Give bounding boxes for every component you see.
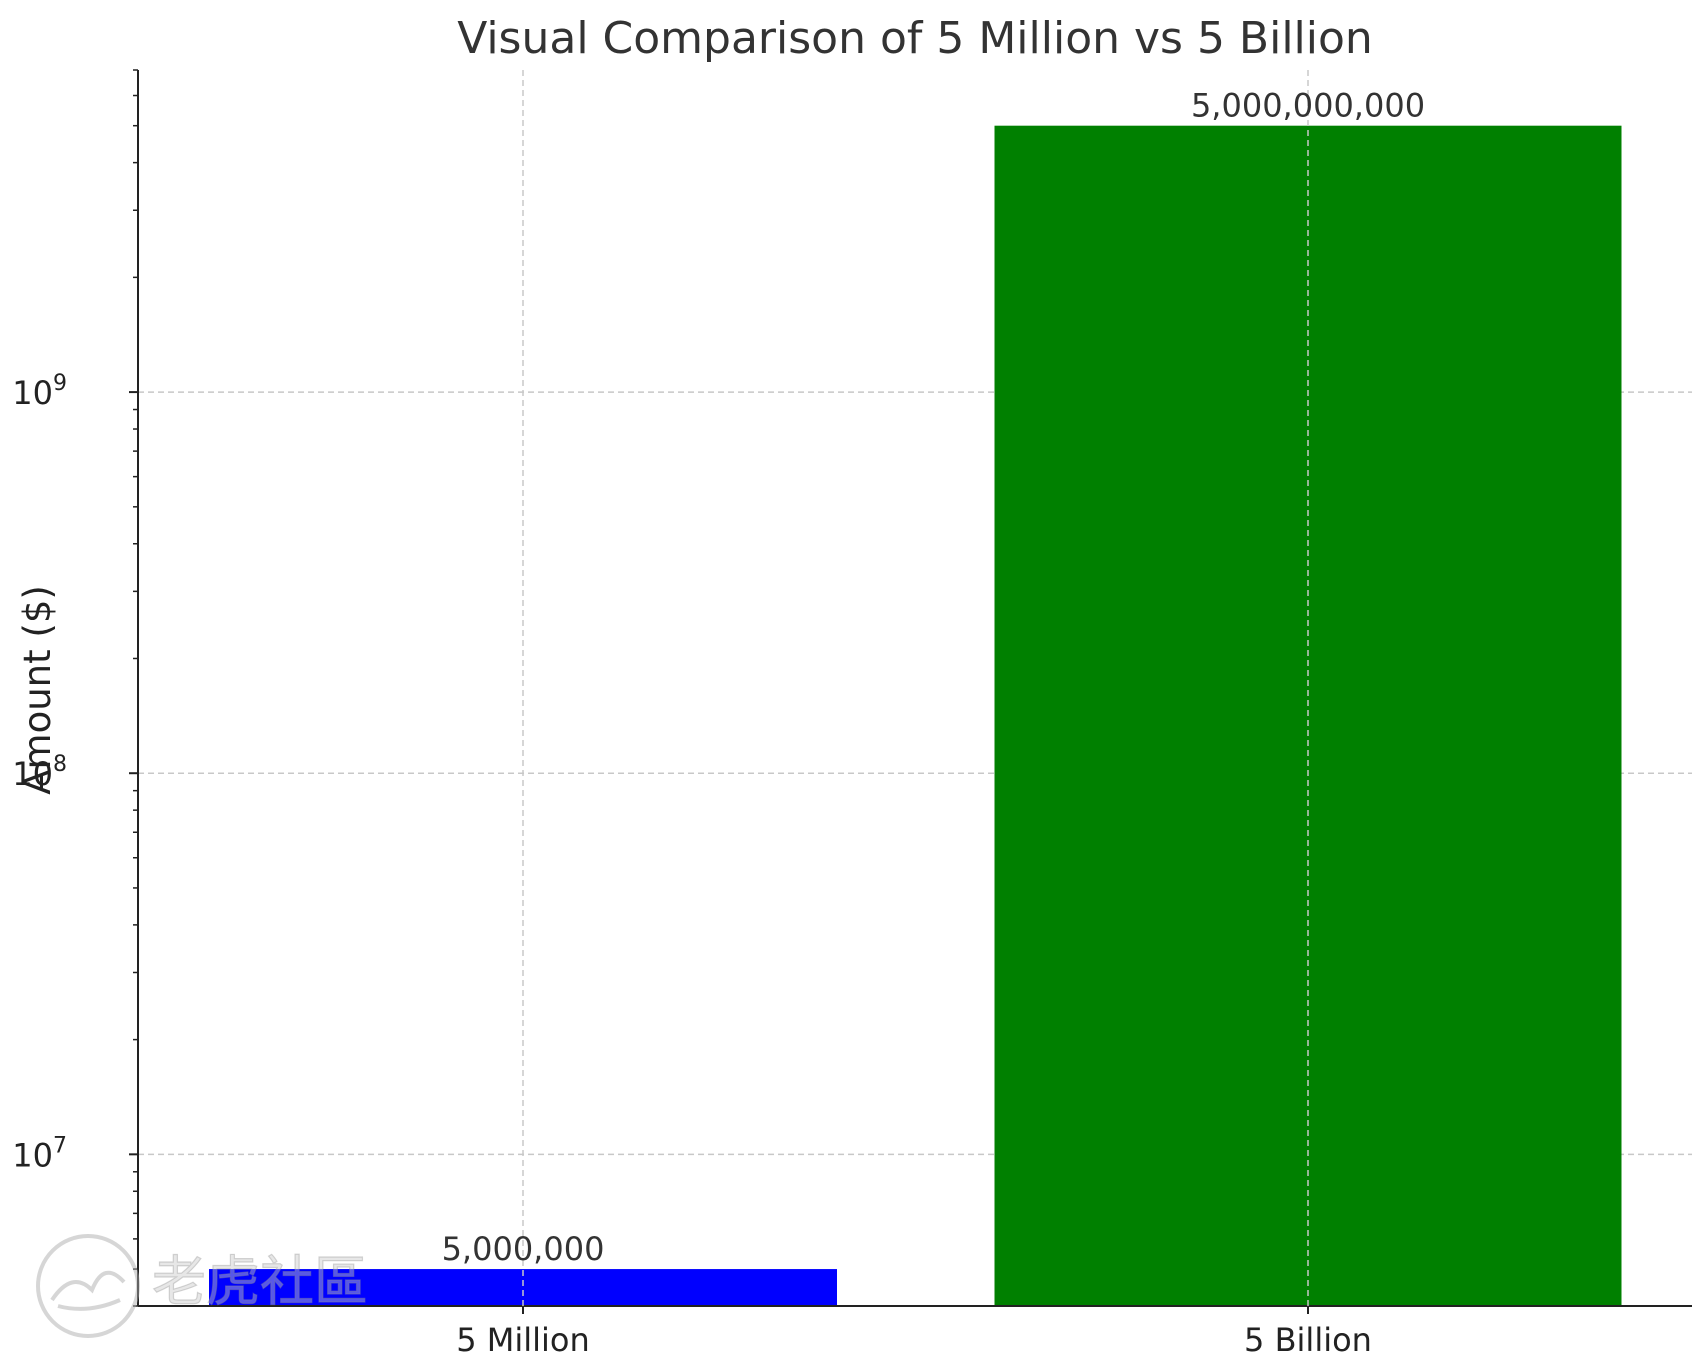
chart-title: Visual Comparison of 5 Million vs 5 Bill… xyxy=(457,13,1373,64)
watermark-circle-icon xyxy=(36,1234,140,1338)
x-tick-label: 5 Billion xyxy=(1244,1321,1372,1359)
y-axis-label: Amount ($) xyxy=(16,585,59,795)
y-tick-label: 107 xyxy=(12,1133,67,1174)
bars xyxy=(209,125,1622,1307)
y-tick-label: 109 xyxy=(12,371,67,412)
bar-value-label: 5,000,000,000 xyxy=(1191,87,1425,125)
bar-value-label: 5,000,000 xyxy=(442,1230,605,1268)
data-labels: 5,000,000 5,000,000,000 xyxy=(442,70,1425,1306)
watermark-text: 老虎社區 xyxy=(152,1250,368,1313)
watermark-logo: 老虎社區 xyxy=(36,1234,369,1338)
x-tick-label: 5 Million xyxy=(456,1321,590,1359)
watermark-tiger-icon xyxy=(50,1270,126,1311)
axes xyxy=(137,70,1692,1307)
